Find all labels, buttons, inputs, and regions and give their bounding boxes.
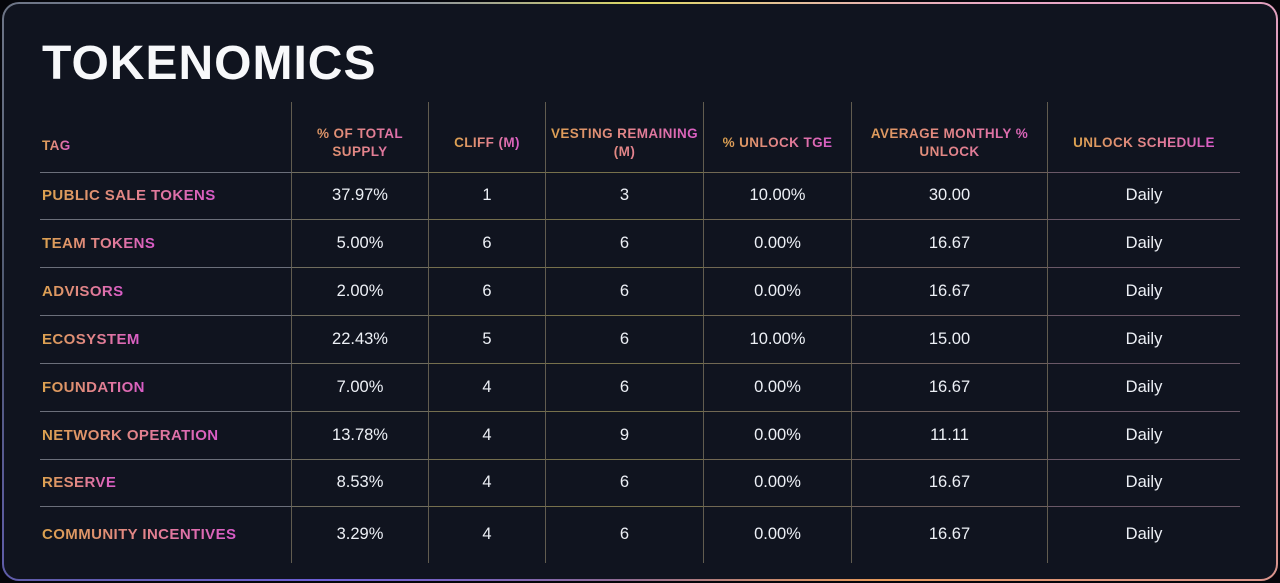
column-header-label: % UNLOCK TGE [722, 135, 833, 151]
cell-cliff: 6 [429, 218, 546, 267]
cell-tge: 0.00% [704, 505, 852, 563]
cell-monthly: 16.67 [852, 505, 1048, 563]
cell-schedule: Daily [1048, 362, 1240, 411]
cell-tge: 10.00% [704, 171, 852, 219]
row-tag-label: FOUNDATION [42, 378, 145, 396]
row-tag-label: RESERVE [42, 474, 117, 492]
cell-supply: 13.78% [292, 410, 429, 459]
row-tag-label: TEAM TOKENS [42, 234, 156, 252]
cell-tag: RESERVE [40, 458, 292, 506]
cell-monthly: 16.67 [852, 266, 1048, 315]
cell-cliff: 6 [429, 266, 546, 315]
column-header-label: UNLOCK SCHEDULE [1073, 135, 1215, 151]
cell-vesting: 9 [546, 410, 704, 459]
column-header-label: VESTING REMAINING (M) [546, 125, 703, 160]
cell-tag: TEAM TOKENS [40, 218, 292, 267]
cell-schedule: Daily [1048, 410, 1240, 459]
cell-monthly: 16.67 [852, 458, 1048, 506]
cell-tge: 10.00% [704, 314, 852, 363]
cell-tag: COMMUNITY INCENTIVES [40, 505, 292, 563]
cell-schedule: Daily [1048, 266, 1240, 315]
row-tag-label: ECOSYSTEM [42, 330, 140, 348]
cell-monthly: 11.11 [852, 410, 1048, 459]
cell-cliff: 5 [429, 314, 546, 363]
column-header-label: AVERAGE MONTHLY % UNLOCK [852, 125, 1047, 160]
cell-monthly: 30.00 [852, 171, 1048, 219]
cell-vesting: 6 [546, 458, 704, 506]
cell-supply: 5.00% [292, 218, 429, 267]
cell-tge: 0.00% [704, 410, 852, 459]
cell-schedule: Daily [1048, 171, 1240, 219]
cell-vesting: 6 [546, 266, 704, 315]
column-header-supply: % OF TOTAL SUPPLY [292, 101, 429, 172]
cell-cliff: 1 [429, 171, 546, 219]
column-header-vesting: VESTING REMAINING (M) [546, 101, 704, 172]
row-tag-label: NETWORK OPERATION [42, 426, 219, 444]
cell-vesting: 6 [546, 505, 704, 563]
column-header-label: CLIFF (M) [454, 135, 520, 151]
cell-tag: ECOSYSTEM [40, 314, 292, 363]
cell-supply: 7.00% [292, 362, 429, 411]
cell-monthly: 15.00 [852, 314, 1048, 363]
cell-cliff: 4 [429, 505, 546, 563]
column-header-cliff: CLIFF (M) [429, 101, 546, 172]
column-header-tag: TAG [40, 101, 292, 172]
row-tag-label: PUBLIC SALE TOKENS [42, 187, 216, 205]
column-header-label: TAG [42, 138, 71, 154]
cell-tge: 0.00% [704, 218, 852, 267]
cell-tag: FOUNDATION [40, 362, 292, 411]
cell-tag: NETWORK OPERATION [40, 410, 292, 459]
cell-supply: 2.00% [292, 266, 429, 315]
row-tag-label: ADVISORS [42, 282, 124, 300]
cell-tge: 0.00% [704, 362, 852, 411]
cell-supply: 37.97% [292, 171, 429, 219]
cell-monthly: 16.67 [852, 218, 1048, 267]
cell-tag: PUBLIC SALE TOKENS [40, 171, 292, 219]
column-header-tge: % UNLOCK TGE [704, 101, 852, 172]
tokenomics-table: TAG % OF TOTAL SUPPLY CLIFF (M) VESTING … [40, 101, 1240, 563]
column-header-monthly: AVERAGE MONTHLY % UNLOCK [852, 101, 1048, 172]
cell-cliff: 4 [429, 458, 546, 506]
column-header-label: % OF TOTAL SUPPLY [292, 125, 428, 160]
cell-vesting: 6 [546, 218, 704, 267]
cell-tag: ADVISORS [40, 266, 292, 315]
cell-monthly: 16.67 [852, 362, 1048, 411]
cell-supply: 3.29% [292, 505, 429, 563]
cell-tge: 0.00% [704, 458, 852, 506]
cell-schedule: Daily [1048, 218, 1240, 267]
cell-supply: 22.43% [292, 314, 429, 363]
cell-vesting: 6 [546, 362, 704, 411]
column-header-schedule: UNLOCK SCHEDULE [1048, 102, 1240, 172]
tokenomics-card: TOKENOMICS TAG % OF TOTAL SUPPLY CLIFF (… [4, 4, 1276, 579]
row-tag-label: COMMUNITY INCENTIVES [42, 526, 237, 544]
cell-tge: 0.00% [704, 266, 852, 315]
cell-supply: 8.53% [292, 458, 429, 506]
cell-schedule: Daily [1048, 505, 1240, 563]
page-title: TOKENOMICS [42, 37, 377, 90]
cell-vesting: 6 [546, 314, 704, 363]
cell-vesting: 3 [546, 171, 704, 219]
cell-cliff: 4 [429, 362, 546, 411]
cell-schedule: Daily [1048, 458, 1240, 506]
cell-cliff: 4 [429, 410, 546, 459]
cell-schedule: Daily [1048, 314, 1240, 363]
